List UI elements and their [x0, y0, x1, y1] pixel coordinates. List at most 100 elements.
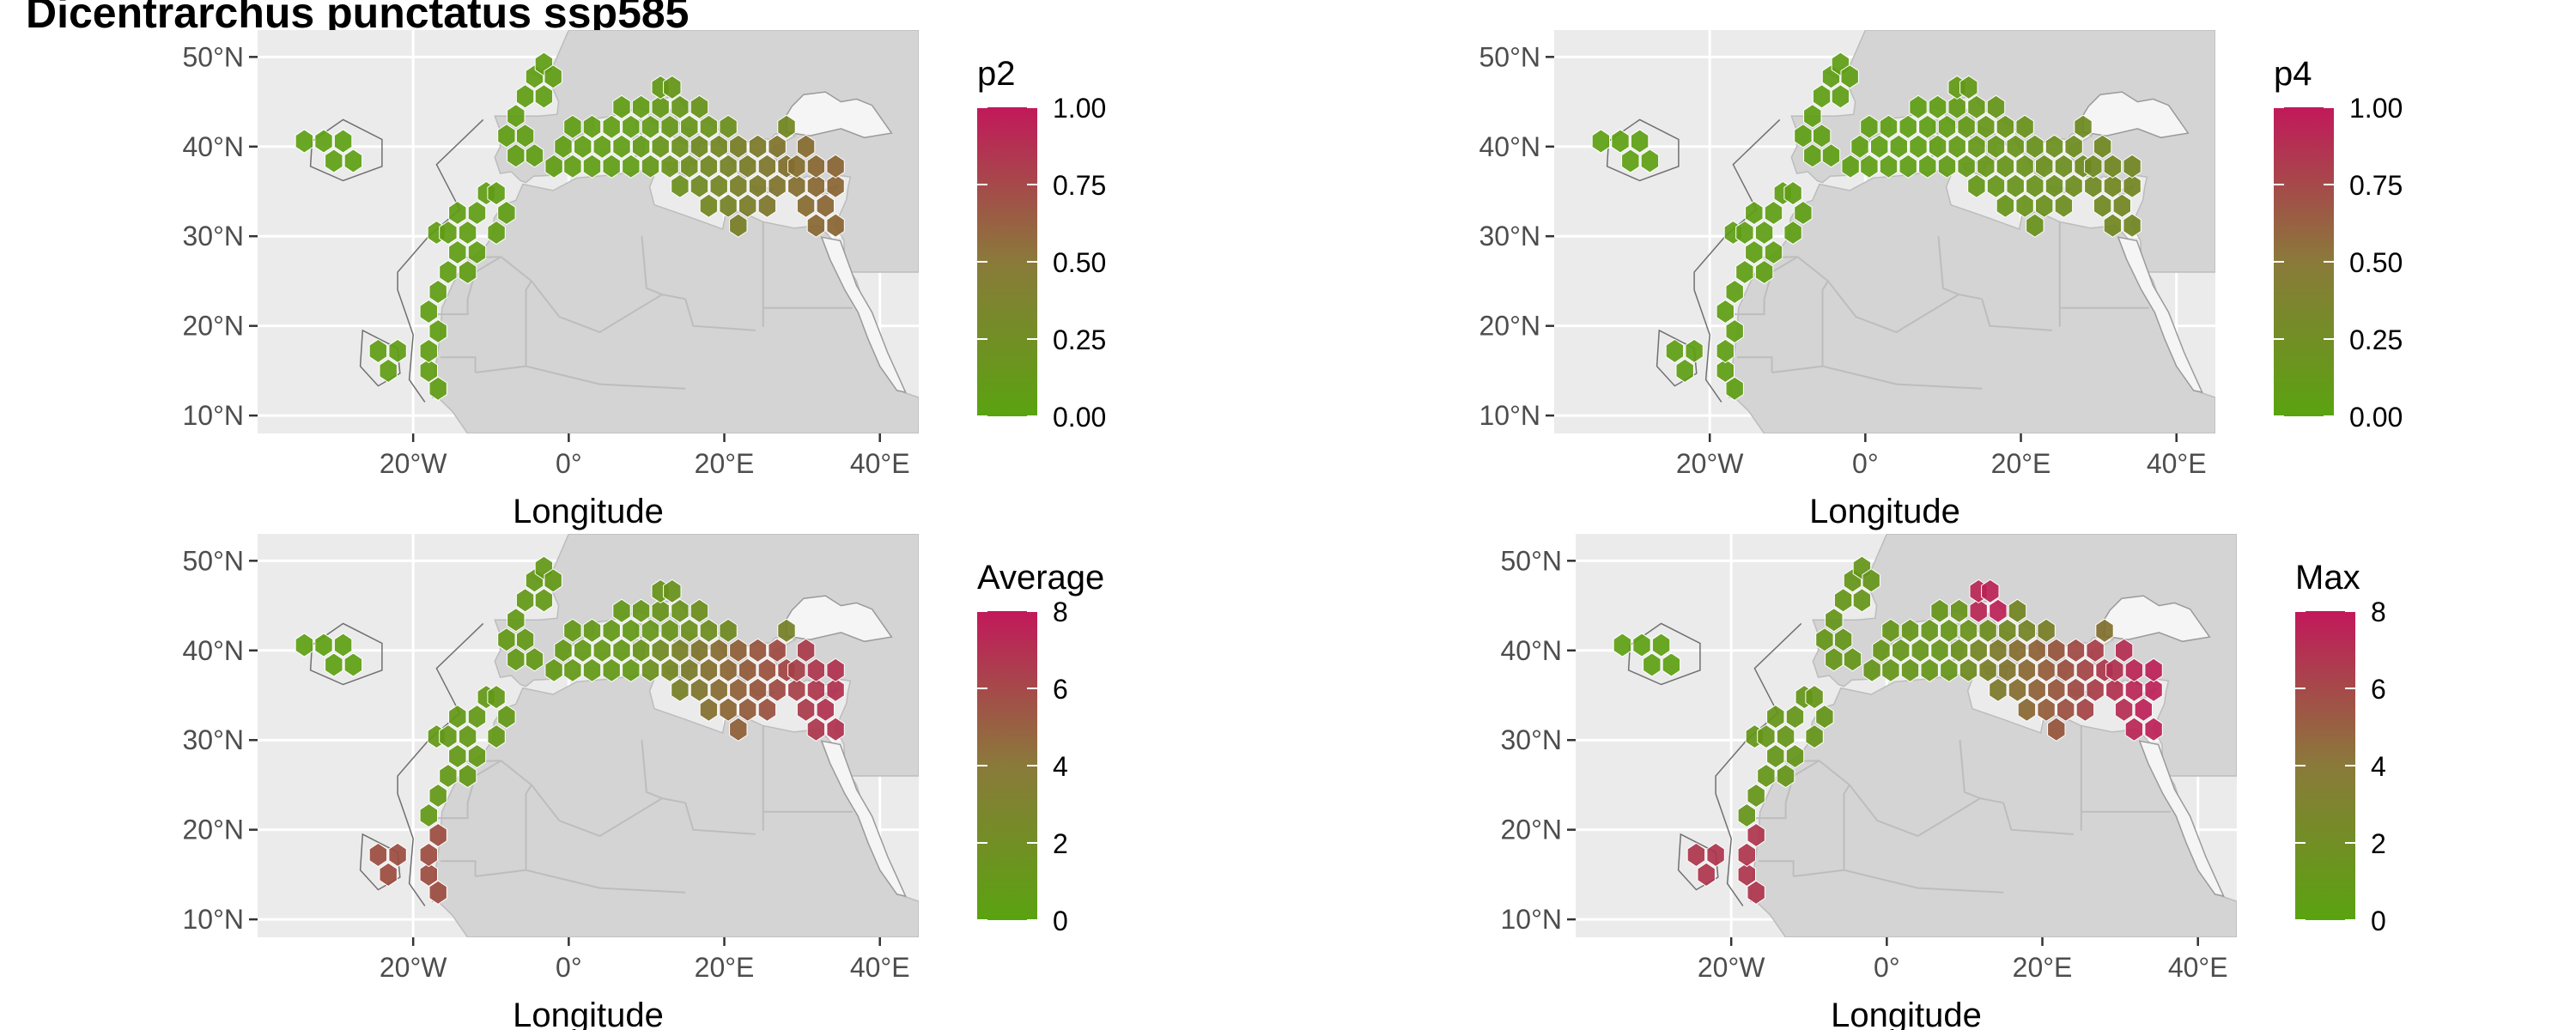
hex-cell: [1996, 114, 2015, 140]
y-tick-label: 50°N: [183, 41, 245, 72]
hex-cell: [1930, 638, 1949, 663]
hex-cell: [439, 259, 458, 285]
hex-cell: [826, 677, 845, 702]
hex-cell: [1685, 338, 1704, 364]
hex-cell: [1776, 724, 1795, 749]
x-tick-label: 0°: [1874, 952, 1900, 983]
hex-cell: [507, 104, 526, 129]
x-tick-label: 20°E: [695, 448, 755, 479]
hex-cell: [1879, 154, 1899, 179]
hex-cell: [2086, 677, 2105, 702]
hex-cell: [680, 114, 699, 140]
legend-tick-label: 0.75: [1053, 170, 1106, 201]
hex-cell: [1815, 627, 1834, 652]
hex-cell: [1821, 142, 1841, 168]
hex-cell: [602, 618, 621, 644]
hex-cell: [1860, 154, 1879, 179]
hex-cell: [816, 697, 835, 722]
hex-cell: [343, 148, 363, 173]
hex-cell: [534, 588, 554, 613]
hex-cell: [1643, 652, 1662, 677]
hex-cell: [2095, 618, 2114, 644]
hex-cell: [738, 154, 757, 179]
hex-cell: [709, 638, 728, 663]
hex-cell: [738, 657, 757, 682]
hex-cell: [582, 154, 602, 179]
hex-cell: [1716, 358, 1735, 384]
legend-title: Average: [977, 559, 1104, 597]
hex-cell: [515, 627, 535, 652]
hex-cell: [796, 697, 816, 722]
legend-tick-label: 0.25: [2349, 324, 2403, 355]
eez-outline: [397, 622, 484, 906]
hex-cell: [796, 638, 816, 663]
hex-cell: [1986, 134, 2006, 160]
hex-cell: [1977, 114, 1996, 140]
hex-cell: [2123, 213, 2142, 238]
hex-cell: [2037, 697, 2056, 722]
hex-cell: [368, 842, 388, 868]
hex-cell: [1978, 618, 1997, 644]
hex-cell: [1840, 64, 1859, 89]
hex-cell: [806, 154, 826, 179]
hex-cell: [777, 114, 796, 140]
hex-cell: [467, 200, 487, 226]
hex-cell: [660, 618, 679, 644]
x-tick-label: 20°E: [2013, 952, 2073, 983]
hex-cell: [419, 358, 438, 384]
hex-cell: [1989, 677, 2008, 702]
hex-cell: [1900, 657, 1920, 682]
hex-cell: [428, 783, 447, 809]
hex-cell: [699, 114, 719, 140]
country-border: [1959, 740, 1981, 800]
hex-cell: [2075, 697, 2095, 722]
hex-cell: [719, 697, 738, 722]
hex-cell: [428, 318, 447, 344]
hex-cell: [563, 618, 582, 644]
hex-cell: [295, 633, 314, 657]
x-tick-label: 20°W: [380, 448, 447, 479]
hex-cell: [641, 114, 660, 140]
water-body: [820, 236, 907, 394]
hex-cell: [515, 124, 535, 148]
hex-cell: [719, 114, 738, 140]
hex-cell: [1776, 763, 1795, 789]
hex-cell: [368, 338, 388, 364]
hex-cell: [563, 114, 582, 140]
x-tick-label: 40°E: [850, 448, 910, 479]
legend-tick-label: 0.50: [2349, 247, 2403, 278]
hex-cell: [1825, 608, 1844, 633]
hex-cell: [458, 259, 477, 285]
hex-cell: [1899, 114, 1917, 140]
map-layers: [258, 534, 919, 937]
hex-cell: [709, 173, 728, 198]
hex-cell: [2047, 677, 2066, 702]
legend-tick-label: 0.50: [1053, 247, 1106, 278]
hex-cell: [719, 618, 738, 644]
hex-cell: [1735, 220, 1754, 245]
hex-cell: [507, 646, 526, 672]
hex-cell: [2103, 173, 2123, 198]
country-border: [1771, 365, 1983, 390]
water-body: [2104, 595, 2211, 643]
hex-cell: [729, 717, 748, 742]
hex-cell: [690, 598, 709, 624]
x-tick-label: 20°E: [695, 952, 755, 983]
hex-cell: [641, 618, 660, 644]
hex-cell: [428, 279, 447, 305]
hex-cell: [2035, 193, 2054, 218]
hex-cell: [515, 588, 535, 613]
hex-cell: [1815, 704, 1834, 730]
hex-cell: [497, 124, 516, 148]
hex-cell: [1911, 638, 1929, 663]
hex-cell: [1986, 94, 2006, 120]
hex-cell: [612, 638, 631, 663]
hex-cell: [497, 704, 516, 730]
hex-cell: [699, 618, 719, 644]
legend-tick-label: 1.00: [2349, 93, 2403, 124]
hex-cell: [1747, 783, 1765, 809]
hex-cell: [2093, 134, 2112, 160]
hex-cell: [2057, 657, 2075, 682]
hex-cell: [768, 173, 787, 198]
hex-cell: [2075, 657, 2095, 682]
